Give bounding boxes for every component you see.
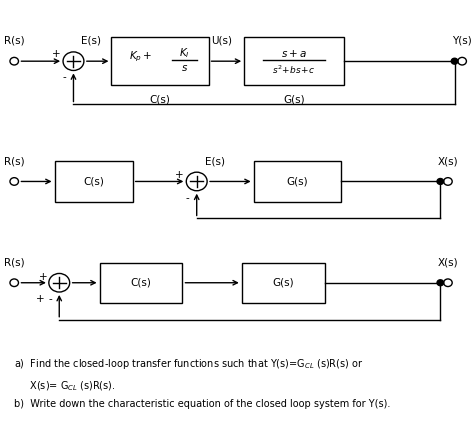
Text: +: + (52, 49, 60, 60)
Bar (254, 161, 341, 202)
Bar (55, 161, 133, 202)
Text: R(s): R(s) (4, 35, 25, 45)
Bar (242, 262, 325, 303)
Text: +: + (39, 272, 47, 282)
Text: a)  Find the closed-loop transfer functions such that Y(s)=G$_{CL}$ (s)R(s) or: a) Find the closed-loop transfer functio… (14, 357, 364, 371)
Text: $K_I$: $K_I$ (179, 47, 190, 60)
Text: -: - (186, 193, 190, 203)
Circle shape (49, 273, 70, 292)
Circle shape (437, 179, 444, 184)
Circle shape (63, 52, 84, 70)
Bar (111, 37, 209, 85)
Text: E(s): E(s) (205, 157, 225, 167)
Text: X(s): X(s) (438, 157, 458, 167)
Text: $s$: $s$ (181, 63, 188, 73)
Circle shape (10, 57, 18, 65)
Circle shape (186, 172, 207, 191)
Circle shape (451, 58, 458, 64)
Text: G(s): G(s) (287, 176, 308, 187)
Text: E(s): E(s) (82, 35, 101, 45)
Text: $s+a$: $s+a$ (281, 48, 307, 59)
Circle shape (444, 279, 452, 287)
Text: G(s): G(s) (283, 95, 305, 105)
Text: X(s): X(s) (438, 258, 458, 268)
Bar (100, 262, 182, 303)
Text: C(s): C(s) (149, 95, 171, 105)
Circle shape (10, 178, 18, 185)
Text: U(s): U(s) (211, 35, 232, 45)
Text: +: + (36, 294, 45, 304)
Circle shape (444, 178, 452, 185)
Circle shape (437, 280, 444, 286)
Text: C(s): C(s) (83, 176, 104, 187)
Circle shape (10, 279, 18, 287)
Text: b)  Write down the characteristic equation of the closed loop system for Y(s).: b) Write down the characteristic equatio… (14, 399, 391, 409)
Circle shape (458, 57, 466, 65)
Text: X(s)= G$_{CL}$ (s)R(s).: X(s)= G$_{CL}$ (s)R(s). (14, 380, 116, 393)
Text: $s^2\!+\!bs\!+\!c$: $s^2\!+\!bs\!+\!c$ (273, 63, 315, 76)
Text: -: - (63, 73, 66, 83)
Text: Y(s): Y(s) (452, 35, 472, 45)
Bar (244, 37, 344, 85)
Text: R(s): R(s) (4, 258, 25, 268)
Text: C(s): C(s) (130, 278, 152, 288)
Text: $K_p +$: $K_p +$ (129, 50, 153, 64)
Text: R(s): R(s) (4, 157, 25, 167)
Text: -: - (48, 294, 52, 304)
Text: G(s): G(s) (273, 278, 294, 288)
Text: +: + (175, 170, 183, 180)
